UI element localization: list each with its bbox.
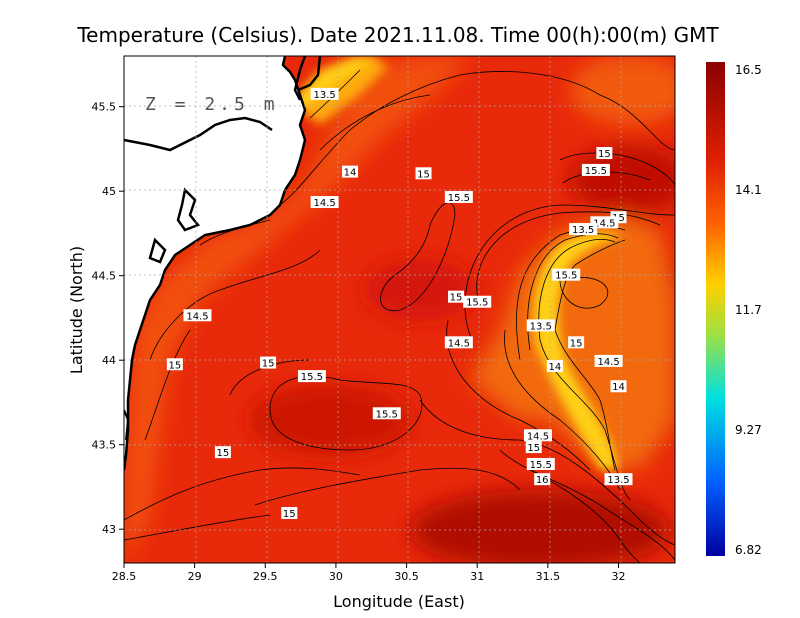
contour-label: 15.5 [581,163,610,177]
contour-label: 15.5 [372,407,401,420]
svg-text:15: 15 [417,169,430,180]
svg-text:14: 14 [612,382,625,393]
svg-text:14: 14 [549,362,562,373]
colorbar-label: 6.82 [735,543,762,557]
colorbar-label: 11.7 [735,303,762,317]
contour-label: 15 [281,506,298,520]
y-tick-label: 45.5 [92,101,117,114]
contour-label: 15.5 [444,190,473,204]
contour-label: 13.5 [526,319,555,332]
colorbar-label: 14.1 [735,183,762,197]
svg-text:15.5: 15.5 [585,166,607,177]
coastline-land [124,56,305,470]
y-tick-label: 44 [102,354,116,367]
svg-text:13.5: 13.5 [607,475,629,486]
colorbar-label: 9.27 [735,423,762,437]
y-tick-label: 45 [102,185,116,198]
svg-text:13.5: 13.5 [530,321,552,332]
svg-text:15.5: 15.5 [301,372,323,383]
contour-label: 15.5 [552,268,581,282]
svg-text:15.5: 15.5 [555,271,577,282]
svg-text:15.5: 15.5 [466,298,488,309]
contour-label: 14 [342,165,359,179]
contour-label: 14 [610,380,627,393]
svg-text:15.5: 15.5 [530,460,552,471]
svg-text:15: 15 [283,509,296,520]
colorbar-labels: 16.5 14.1 11.7 9.27 6.82 [735,63,762,557]
svg-text:14.5: 14.5 [448,338,470,349]
x-tick-label: 31 [470,570,484,583]
svg-text:14.5: 14.5 [527,431,549,442]
contour-label: 14.5 [310,196,339,209]
contour-label: 13.5 [310,87,339,101]
contour-label: 14 [546,359,563,373]
contour-label: 14.5 [444,336,473,349]
y-tick-label: 43 [102,523,116,536]
svg-text:14.5: 14.5 [186,311,208,322]
contour-label: 14.5 [523,429,552,442]
svg-text:16: 16 [536,475,549,486]
colorbar-label: 16.5 [735,63,762,77]
x-tick-label: 29 [188,570,202,583]
contour-label: 16 [534,473,551,486]
contour-label: 15 [568,336,585,349]
svg-text:14.5: 14.5 [597,357,619,368]
colorbar [706,62,725,556]
contour-label: 15.5 [297,370,326,383]
grid [124,56,675,563]
contour-label: 15 [525,441,542,454]
x-tick-label: 32 [611,570,625,583]
contour-label: 13.5 [604,473,633,486]
x-tick-label: 31.5 [536,570,561,583]
x-ticks: 28.5 29 29.5 30 30.5 31 31.5 32 [112,563,625,583]
x-tick-label: 28.5 [112,570,137,583]
svg-text:15: 15 [262,359,275,370]
svg-text:15: 15 [168,360,181,371]
map-title: Temperature (Celsius). Date 2021.11.08. … [76,23,719,47]
svg-text:15: 15 [570,338,583,349]
svg-text:15: 15 [450,293,463,304]
svg-text:15.5: 15.5 [376,409,398,420]
svg-text:14: 14 [344,168,357,179]
contour-label: 15 [596,147,613,160]
y-tick-label: 44.5 [92,270,117,283]
svg-text:14.5: 14.5 [313,198,335,209]
svg-text:14.5: 14.5 [593,218,615,229]
contour-label: 15.5 [463,295,492,309]
contour-label: 15 [415,167,432,180]
svg-text:15: 15 [612,213,625,224]
contour-label: 13.5 [569,223,598,236]
y-axis-label: Latitude (North) [67,246,86,374]
y-ticks: 43 43.5 44 44.5 45 45.5 [92,101,124,536]
contour-label: 15 [260,356,277,370]
plot-frame [123,55,676,564]
x-axis-label: Longitude (East) [333,592,465,611]
y-tick-label: 43.5 [92,439,117,452]
svg-text:13.5: 13.5 [313,90,335,101]
x-tick-label: 30 [329,570,343,583]
svg-text:15: 15 [217,448,230,459]
svg-text:15: 15 [598,149,611,160]
svg-text:15.5: 15.5 [448,193,470,204]
contour-label: 15 [166,358,183,371]
x-tick-label: 29.5 [253,570,278,583]
svg-text:13.5: 13.5 [572,225,594,236]
x-tick-label: 30.5 [394,570,419,583]
svg-text:15: 15 [527,443,540,454]
contour-label: 15.5 [526,457,555,471]
contour-label: 15 [214,446,231,459]
contour-label: 14.5 [594,354,623,368]
contour-label: 15 [448,290,465,304]
contour-label: 14.5 [590,216,619,229]
depth-label: Z = 2.5 m [145,94,279,115]
contour-label: 14.5 [183,309,212,322]
